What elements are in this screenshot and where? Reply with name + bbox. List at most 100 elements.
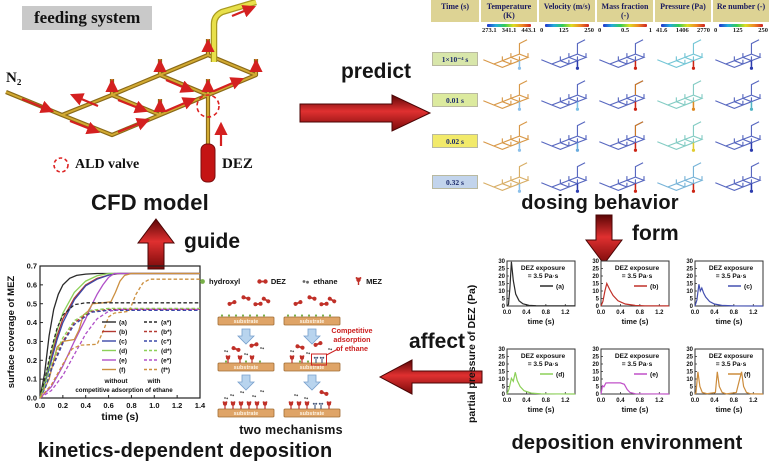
svg-text:(c): (c) xyxy=(119,338,127,345)
pipe-thumbnail xyxy=(715,121,762,152)
legend-item-ethane: ethane xyxy=(301,277,338,286)
dez-pressure-plot-(f): 0 5 10 15 20 25 30 0.0 0.4 0.8 1.2 time (s) DEZ expo… xyxy=(675,344,769,432)
svg-text:Competitive: Competitive xyxy=(331,326,372,335)
colorbar-icon xyxy=(487,24,531,27)
svg-text:0.0: 0.0 xyxy=(35,401,45,410)
svg-text:0.8: 0.8 xyxy=(730,398,739,404)
svg-text:DEZ exposure: DEZ exposure xyxy=(521,265,566,272)
kinetics-curve-(d) xyxy=(39,272,200,399)
ald-valve-legend: ALD valve xyxy=(52,156,139,174)
pipe-thumbnail xyxy=(541,39,588,70)
cfd-model-caption: CFD model xyxy=(91,190,209,215)
svg-text:0.8: 0.8 xyxy=(636,398,645,404)
kinetics-curve-(c*) xyxy=(39,309,200,399)
svg-text:(b): (b) xyxy=(119,329,127,336)
pipe-thumbnail xyxy=(599,162,646,193)
svg-text:0.0: 0.0 xyxy=(503,398,512,404)
pipe-thumbnail xyxy=(541,121,588,152)
feeding-system-label: feeding system xyxy=(22,6,153,30)
svg-text:0: 0 xyxy=(596,392,600,398)
svg-text:25: 25 xyxy=(592,355,599,361)
hydroxyl-sites xyxy=(220,314,332,363)
svg-text:time (s): time (s) xyxy=(528,317,555,326)
pipe-cell xyxy=(712,118,770,161)
svg-text:1.2: 1.2 xyxy=(749,310,758,316)
affect-arrow-icon xyxy=(378,359,483,395)
svg-text:30: 30 xyxy=(498,347,505,353)
svg-text:15: 15 xyxy=(686,282,693,288)
pipe-thumbnail xyxy=(483,121,530,152)
svg-text:time (s): time (s) xyxy=(101,411,138,423)
stage2-molecules xyxy=(224,340,339,366)
svg-text:DEZ exposure: DEZ exposure xyxy=(709,265,754,272)
annotation-leader-line xyxy=(326,348,339,356)
svg-text:5: 5 xyxy=(690,297,694,303)
colorbar-icon xyxy=(719,24,763,27)
dosing-row: 1×10⁻⁴ s xyxy=(430,37,770,78)
predict-arrow-icon xyxy=(299,94,432,132)
svg-text:0.4: 0.4 xyxy=(522,310,531,316)
svg-text:time (s): time (s) xyxy=(716,317,743,326)
svg-text:time (s): time (s) xyxy=(622,405,649,414)
pipe-thumbnail xyxy=(657,80,704,111)
pipe-thumbnail xyxy=(715,162,762,193)
svg-text:with: with xyxy=(147,378,161,385)
svg-text:0.7: 0.7 xyxy=(27,262,37,271)
svg-text:0.2: 0.2 xyxy=(27,356,37,365)
svg-text:competitive adsorption of etha: competitive adsorption of ethane xyxy=(75,387,173,394)
svg-text:5: 5 xyxy=(596,385,600,391)
dosing-behavior-panel: Time (s) Temperature (K) Velocity (m/s) Ma… xyxy=(430,0,770,201)
dosing-header-row: Time (s) Temperature (K) Velocity (m/s) Ma… xyxy=(430,0,770,22)
ald-valve-circle-icon xyxy=(196,94,220,118)
svg-text:= 3.5 Pa·s: = 3.5 Pa·s xyxy=(716,361,747,368)
substrate-labels: substrate substrate substrate substrate su… xyxy=(234,319,325,417)
pipe-cell xyxy=(596,159,654,202)
n2-label: N₂ xyxy=(6,70,22,86)
pipe-thumbnail xyxy=(599,80,646,111)
svg-text:0: 0 xyxy=(690,304,694,310)
pipe-cell xyxy=(596,118,654,161)
svg-text:(a): (a) xyxy=(556,283,564,290)
pipe-thumbnail xyxy=(657,162,704,193)
svg-text:(a): (a) xyxy=(119,319,127,326)
svg-text:10: 10 xyxy=(498,377,505,383)
svg-text:0.8: 0.8 xyxy=(126,401,136,410)
svg-text:0.0: 0.0 xyxy=(27,394,37,403)
pipe-thumbnail xyxy=(599,121,646,152)
svg-text:substrate: substrate xyxy=(300,365,325,371)
time-column-header: Time (s) xyxy=(431,0,479,22)
colorbar-icon xyxy=(661,24,705,27)
svg-text:0.4: 0.4 xyxy=(616,310,625,316)
svg-text:time (s): time (s) xyxy=(716,405,743,414)
svg-text:0.0: 0.0 xyxy=(597,398,606,404)
pipe-cell xyxy=(480,36,538,79)
dosing-row: 0.01 s xyxy=(430,78,770,119)
svg-text:1.2: 1.2 xyxy=(561,310,570,316)
kinetics-curve-(a) xyxy=(39,272,200,399)
svg-text:(e): (e) xyxy=(650,371,658,378)
kinetics-caption: kinetics-dependent deposition xyxy=(37,440,333,462)
svg-text:0.1: 0.1 xyxy=(27,375,37,384)
kinetics-curve-(f*) xyxy=(39,278,200,399)
svg-text:DEZ exposure: DEZ exposure xyxy=(709,353,754,360)
colorbar-icon xyxy=(603,24,647,27)
guide-arrow-icon xyxy=(137,218,175,270)
dez-molecule-icon xyxy=(257,278,268,284)
pipe-cell xyxy=(654,36,712,79)
dez-pressure-plot-(b): 0 5 10 15 20 25 30 0.0 0.4 0.8 1.2 time (s) DEZ expo… xyxy=(581,256,675,344)
hydroxyl-icon xyxy=(200,278,205,284)
svg-text:(d*): (d*) xyxy=(161,348,172,355)
svg-text:(d): (d) xyxy=(119,348,127,355)
svg-text:substrate: substrate xyxy=(300,319,325,325)
deposition-environment-panel: 0 5 10 15 20 25 30 0.0 0.4 0.8 1.2 time (s) DEZ expo… xyxy=(487,256,770,432)
dosing-column-header: Velocity (m/s) xyxy=(539,0,595,22)
pipe-thumbnail xyxy=(657,39,704,70)
svg-text:0.0: 0.0 xyxy=(691,310,700,316)
svg-text:10: 10 xyxy=(498,289,505,295)
svg-text:substrate: substrate xyxy=(300,411,325,417)
dez-cylinder xyxy=(200,143,216,183)
kinetics-curve-(d*) xyxy=(39,307,200,399)
svg-text:1.2: 1.2 xyxy=(655,398,664,404)
svg-text:0.8: 0.8 xyxy=(542,310,551,316)
